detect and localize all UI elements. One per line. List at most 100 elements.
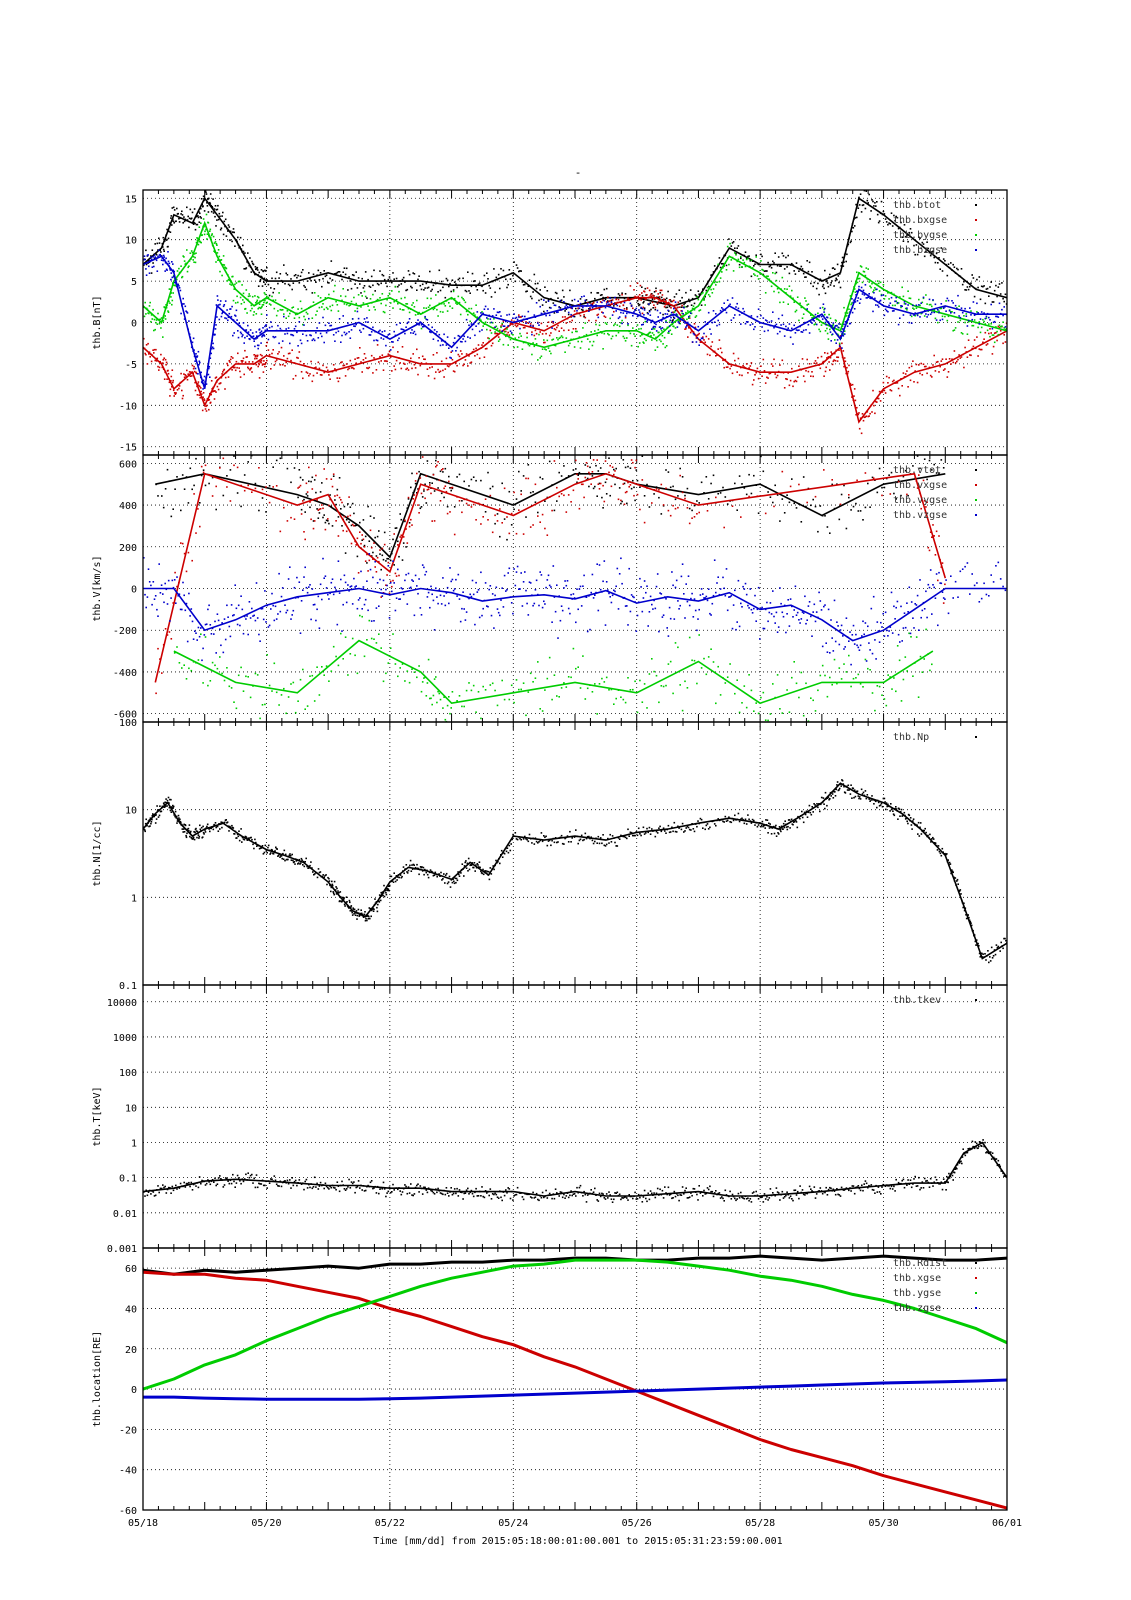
data-point <box>431 366 433 368</box>
data-point <box>667 509 670 512</box>
data-point <box>800 265 803 268</box>
data-point <box>416 322 418 324</box>
data-point <box>851 298 853 300</box>
data-point <box>518 470 520 473</box>
data-point <box>658 326 661 328</box>
data-point <box>313 520 316 522</box>
data-point <box>603 332 606 335</box>
data-point <box>423 289 425 291</box>
data-point <box>316 327 318 329</box>
data-point <box>211 495 214 497</box>
data-point <box>551 320 553 323</box>
data-point <box>394 663 397 665</box>
data-point <box>315 491 317 494</box>
data-point <box>862 519 864 521</box>
data-point <box>470 506 473 508</box>
data-point <box>516 267 519 269</box>
data-point <box>842 350 845 352</box>
data-point <box>464 301 467 304</box>
data-point <box>641 307 644 310</box>
data-point <box>849 295 852 297</box>
data-point <box>279 327 282 330</box>
data-point <box>575 328 577 330</box>
data-point <box>205 383 208 385</box>
data-point <box>867 667 869 670</box>
data-point <box>951 300 953 302</box>
data-point <box>212 212 215 214</box>
data-point <box>604 298 607 301</box>
data-point <box>735 252 737 255</box>
data-point <box>902 314 905 316</box>
data-point <box>603 315 606 317</box>
data-point <box>233 701 235 703</box>
data-point <box>362 519 365 521</box>
data-point <box>418 357 420 359</box>
data-point <box>548 314 551 317</box>
data-point <box>254 482 257 485</box>
data-point <box>222 233 225 236</box>
data-point <box>906 493 908 496</box>
data-point <box>747 257 749 260</box>
data-point <box>946 297 949 300</box>
data-point <box>193 370 196 373</box>
data-point <box>740 516 742 518</box>
data-point <box>745 706 748 709</box>
data-point <box>885 309 888 312</box>
data-point <box>615 467 617 470</box>
data-point <box>226 280 228 282</box>
data-point <box>928 459 931 462</box>
data-point <box>272 466 274 468</box>
data-point <box>922 363 925 365</box>
data-point <box>411 668 413 670</box>
data-point <box>271 690 273 692</box>
data-point <box>741 702 743 704</box>
data-point <box>171 303 173 306</box>
data-point <box>769 265 772 267</box>
data-point <box>214 205 217 207</box>
data-point <box>894 300 896 303</box>
data-point <box>366 639 368 641</box>
data-point <box>380 337 382 339</box>
data-point <box>667 309 669 312</box>
data-point <box>829 273 831 276</box>
data-point <box>243 474 246 476</box>
data-point <box>923 458 926 460</box>
data-point <box>837 326 840 329</box>
data-point <box>144 258 146 261</box>
data-point <box>267 338 270 341</box>
data-point <box>557 297 559 299</box>
data-point <box>335 300 337 303</box>
plot-area-V <box>143 455 1007 722</box>
data-point <box>731 505 734 507</box>
data-point <box>601 677 603 680</box>
data-point <box>580 340 583 343</box>
data-point <box>224 300 227 302</box>
data-point <box>369 334 372 336</box>
data-point <box>334 340 336 342</box>
data-point <box>230 687 233 689</box>
data-point <box>740 255 742 258</box>
data-point <box>318 322 321 324</box>
data-point <box>748 255 750 257</box>
data-point <box>882 284 885 286</box>
data-point <box>261 335 263 338</box>
data-point <box>737 245 740 247</box>
data-point <box>294 325 297 328</box>
data-point <box>347 322 349 324</box>
data-point <box>869 506 871 508</box>
data-point <box>942 258 945 260</box>
data-point <box>616 304 619 307</box>
data-point <box>834 352 836 355</box>
data-point <box>603 500 606 503</box>
data-point <box>819 505 822 507</box>
data-point <box>696 513 698 515</box>
data-point <box>601 332 603 334</box>
data-point <box>222 305 225 308</box>
data-point <box>362 287 365 289</box>
data-point <box>793 661 795 663</box>
data-point <box>385 282 387 284</box>
data-point <box>397 351 399 353</box>
data-point <box>937 309 939 311</box>
data-point <box>866 297 869 299</box>
data-point <box>890 389 893 392</box>
